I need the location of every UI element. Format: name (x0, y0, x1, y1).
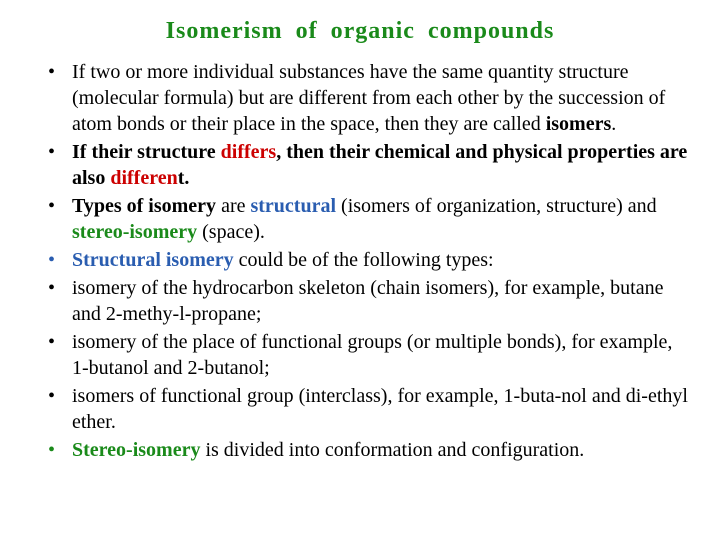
list-item: Types of isomery are structural (isomers… (72, 193, 690, 245)
slide: Isomerism of organic compounds If two or… (0, 0, 720, 485)
text-run: t. (178, 167, 190, 189)
bullet-list: If two or more individual substances hav… (30, 59, 690, 463)
text-run: are (216, 195, 250, 217)
text-run: isomery of the hydrocarbon skeleton (cha… (72, 277, 663, 325)
list-item: If their structure differs, then their c… (72, 139, 690, 191)
text-run: is divided into conformation and configu… (200, 439, 584, 461)
text-run: . (611, 113, 616, 135)
text-run: Stereo-isomery (72, 439, 200, 461)
text-run: differs (221, 141, 277, 163)
text-run: Structural isomery (72, 249, 234, 271)
text-run: isomery of the place of functional group… (72, 331, 672, 379)
text-run: differen (110, 167, 177, 189)
text-run: Types of isomery (72, 195, 216, 217)
text-run: If their structure (72, 141, 221, 163)
text-run: could be of the following types: (234, 249, 494, 271)
text-run: stereo-isomery (72, 221, 197, 243)
text-run: (space). (197, 221, 265, 243)
list-item: Stereo-isomery is divided into conformat… (72, 437, 690, 463)
list-item: Structural isomery could be of the follo… (72, 247, 690, 273)
list-item: isomery of the place of functional group… (72, 329, 690, 381)
list-item: isomers of functional group (interclass)… (72, 383, 690, 435)
list-item: If two or more individual substances hav… (72, 59, 690, 137)
text-run: structural (250, 195, 336, 217)
text-run: (isomers of organization, structure) and (336, 195, 657, 217)
text-run: isomers of functional group (interclass)… (72, 385, 688, 433)
list-item: isomery of the hydrocarbon skeleton (cha… (72, 275, 690, 327)
slide-title: Isomerism of organic compounds (30, 18, 690, 45)
text-run: isomers (546, 113, 612, 135)
